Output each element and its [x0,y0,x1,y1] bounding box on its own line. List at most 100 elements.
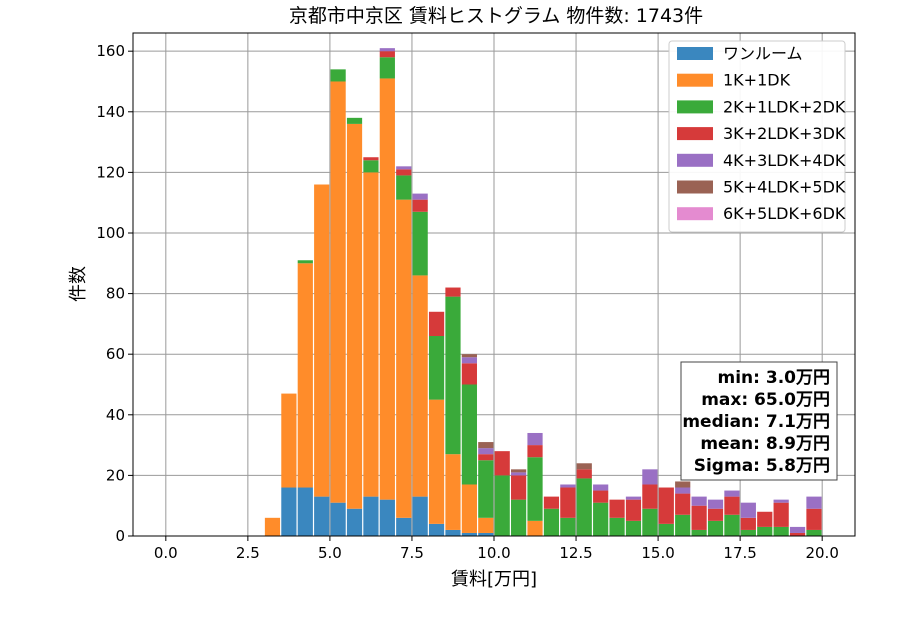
bar-segment-3 [363,157,379,161]
chart-title: 京都市中京区 賃料ヒストグラム 物件数: 1743件 [289,5,703,27]
legend-swatch [677,207,713,221]
bar-segment-3 [691,505,707,530]
legend-swatch [677,73,713,87]
legend-label: 6K+5LDK+6DK [723,204,846,223]
x-tick-label: 17.5 [723,544,756,562]
bar-segment-2 [691,529,707,536]
bar-segment-3 [543,496,560,509]
bar-segment-2 [543,508,560,536]
bar-segment-1 [396,199,412,518]
bar-segment-4 [593,484,609,491]
bar-segment-2 [346,117,363,124]
bar-segment-1 [346,123,363,509]
bar-segment-2 [740,529,756,536]
bar-segment-1 [428,399,445,524]
legend-label: 2K+1LDK+2DK [723,97,846,116]
bar-segment-4 [789,526,806,533]
bar-segment-0 [412,496,428,536]
bar-segment-4 [478,448,494,455]
bar-segment-4 [461,357,477,364]
y-tick-label: 20 [106,466,125,484]
y-tick-label: 160 [96,42,125,60]
legend-label: 1K+1DK [723,71,791,90]
bar-segment-4 [806,496,822,509]
bar-segment-1 [314,184,330,497]
bar-segment-0 [396,517,412,536]
bar-segment-4 [724,490,740,497]
bar-segment-1 [363,172,379,497]
x-tick-label: 5.0 [318,544,342,562]
legend-swatch [677,180,713,194]
x-tick-label: 2.5 [236,544,260,562]
bar-segment-4 [691,496,707,506]
bar-segment-3 [494,451,510,476]
bar-segment-5 [478,442,494,449]
legend-swatch [677,47,713,60]
legend-label: 3K+2LDK+3DK [723,124,846,143]
bar-segment-3 [576,469,592,479]
bar-segment-4 [642,469,658,485]
bar-segment-4 [740,502,756,518]
bar-segment-0 [428,523,445,536]
bar-segment-1 [461,484,477,533]
bar-segment-3 [461,363,477,385]
legend: ワンルーム 1K+1DK 2K+1LDK+2DK 3K+2LDK+3DK 4K+3LDK… [668,40,846,233]
x-tick-label: 10.0 [477,544,510,562]
bar-segment-0 [281,487,297,536]
bar-segment-0 [346,508,363,536]
bar-segment-0 [363,496,379,536]
stats-min: min: 3.0万円 [718,368,830,388]
bar-segment-0 [379,499,395,536]
bar-segment-2 [757,526,773,536]
x-tick-label: 20.0 [805,544,838,562]
bar-segment-0 [297,487,313,536]
bar-segment-4 [527,432,543,446]
bar-segment-4 [707,499,724,509]
bar-segment-3 [428,311,445,337]
bar-segment-3 [609,499,625,518]
legend-label: 5K+4LDK+5DK [723,178,846,197]
bar-segment-1 [527,520,543,536]
bar-segment-3 [560,487,576,518]
y-tick-label: 80 [106,285,125,303]
bar-segment-2 [527,457,543,521]
bar-segment-5 [461,354,477,358]
bar-segment-2 [707,520,724,536]
stats-mean: mean: 8.9万円 [700,434,830,454]
bar-segment-2 [625,520,642,536]
bar-segment-3 [740,517,756,530]
bar-segment-2 [675,514,691,536]
bar-segment-3 [724,496,740,515]
bar-segment-3 [773,502,789,527]
bar-segment-2 [478,460,494,518]
bar-segment-3 [478,454,494,461]
x-tick-label: 0.0 [154,544,178,562]
bar-segment-3 [789,532,806,536]
bar-segment-2 [379,57,395,79]
bar-segment-5 [576,463,592,470]
bars [264,48,822,536]
bar-segment-4 [560,484,576,488]
bar-segment-5 [675,481,691,488]
bar-segment-1 [445,454,461,530]
bar-segment-3 [707,508,724,521]
bar-segment-1 [297,263,313,488]
bar-segment-3 [625,499,642,521]
bar-segment-2 [576,478,592,536]
bar-segment-2 [511,499,527,536]
bar-segment-3 [527,445,543,458]
bar-segment-1 [412,275,428,497]
bar-segment-4 [773,499,789,503]
stats-box: min: 3.0万円 max: 65.0万円 median: 7.1万円 mea… [680,361,838,481]
bar-segment-4 [396,166,412,170]
bar-segment-0 [445,529,461,536]
bar-segment-2 [593,502,609,536]
bar-segment-0 [478,532,494,536]
bar-segment-3 [445,287,461,297]
x-tick-label: 15.0 [641,544,674,562]
bar-segment-2 [297,260,313,264]
bar-segment-4 [379,48,395,52]
x-tick-label: 12.5 [559,544,592,562]
legend-swatch [677,153,713,167]
